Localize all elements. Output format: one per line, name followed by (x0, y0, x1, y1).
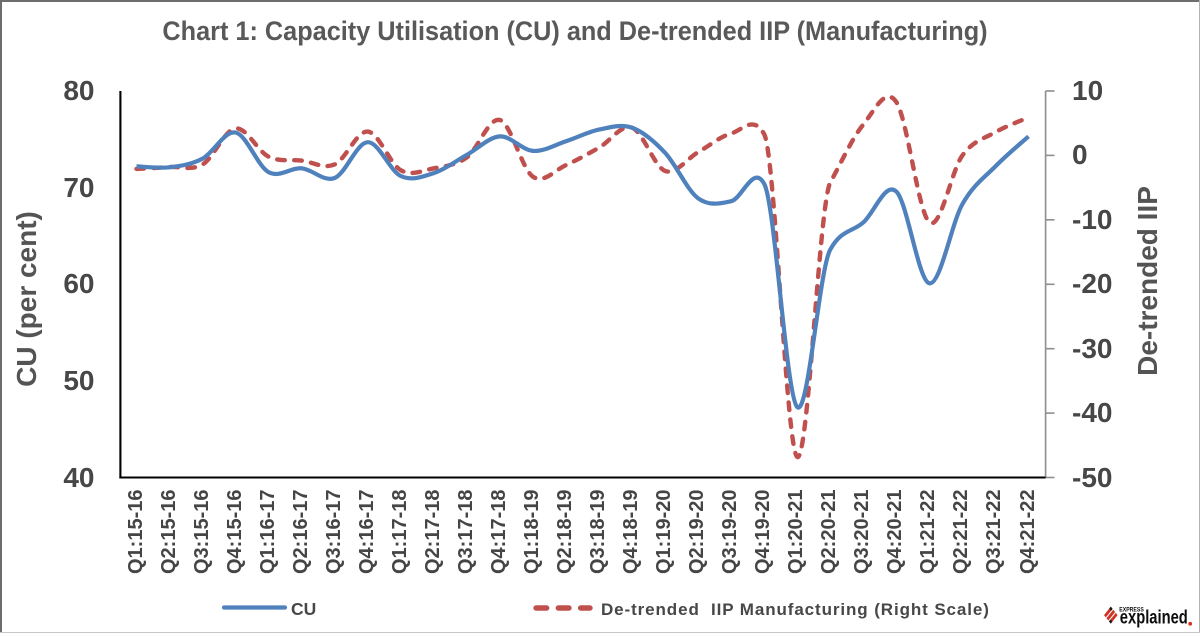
svg-text:EXPRESS: EXPRESS (1119, 606, 1144, 613)
svg-text:explained: explained (1120, 608, 1188, 629)
